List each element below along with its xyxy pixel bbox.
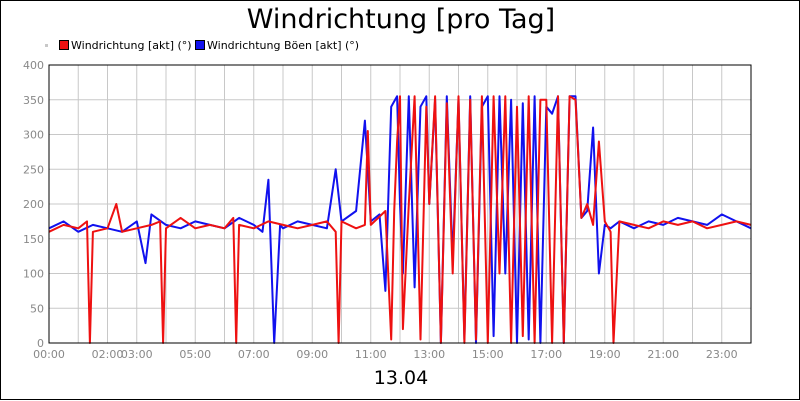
x-tick-label: 15:00	[472, 348, 504, 361]
x-tick-label: 13:00	[413, 348, 445, 361]
y-tick-label: 50	[30, 302, 44, 315]
legend-swatch-icon	[195, 40, 205, 50]
series-line-1	[48, 95, 752, 344]
x-tick-label: 09:00	[296, 348, 328, 361]
x-tick-label: 21:00	[647, 348, 679, 361]
x-tick-label: 03:00	[121, 348, 153, 361]
y-tick-label: 350	[23, 94, 44, 107]
legend-label: Windrichtung [akt] (°)	[71, 39, 192, 52]
x-tick-label: 02:00	[92, 348, 124, 361]
x-tick-label: 07:00	[238, 348, 270, 361]
y-tick-label: 150	[23, 233, 44, 246]
y-tick-label: 400	[23, 59, 44, 72]
legend-toggle-icon	[45, 44, 48, 47]
legend-item-series-1[interactable]: Windrichtung [akt] (°)	[59, 39, 192, 53]
legend-item-series-2[interactable]: Windrichtung Böen [akt] (°)	[195, 39, 359, 53]
legend-swatch-icon	[59, 40, 69, 50]
y-tick-label: 300	[23, 129, 44, 142]
legend-label: Windrichtung Böen [akt] (°)	[207, 39, 360, 52]
chart-title: Windrichtung [pro Tag]	[246, 4, 556, 35]
y-tick-label: 200	[23, 198, 44, 211]
x-tick-label: 23:00	[706, 348, 738, 361]
x-tick-label: 17:00	[530, 348, 562, 361]
plot-border	[48, 64, 752, 344]
y-tick-label: 250	[23, 163, 44, 176]
y-tick-label: 100	[23, 268, 44, 281]
x-tick-label: 19:00	[589, 348, 621, 361]
x-tick-label: 11:00	[355, 348, 387, 361]
y-tick-label: 0	[37, 337, 44, 350]
x-axis-label: 13.04	[373, 367, 429, 389]
x-tick-label: 00:00	[33, 348, 65, 361]
x-tick-label: 05:00	[179, 348, 211, 361]
